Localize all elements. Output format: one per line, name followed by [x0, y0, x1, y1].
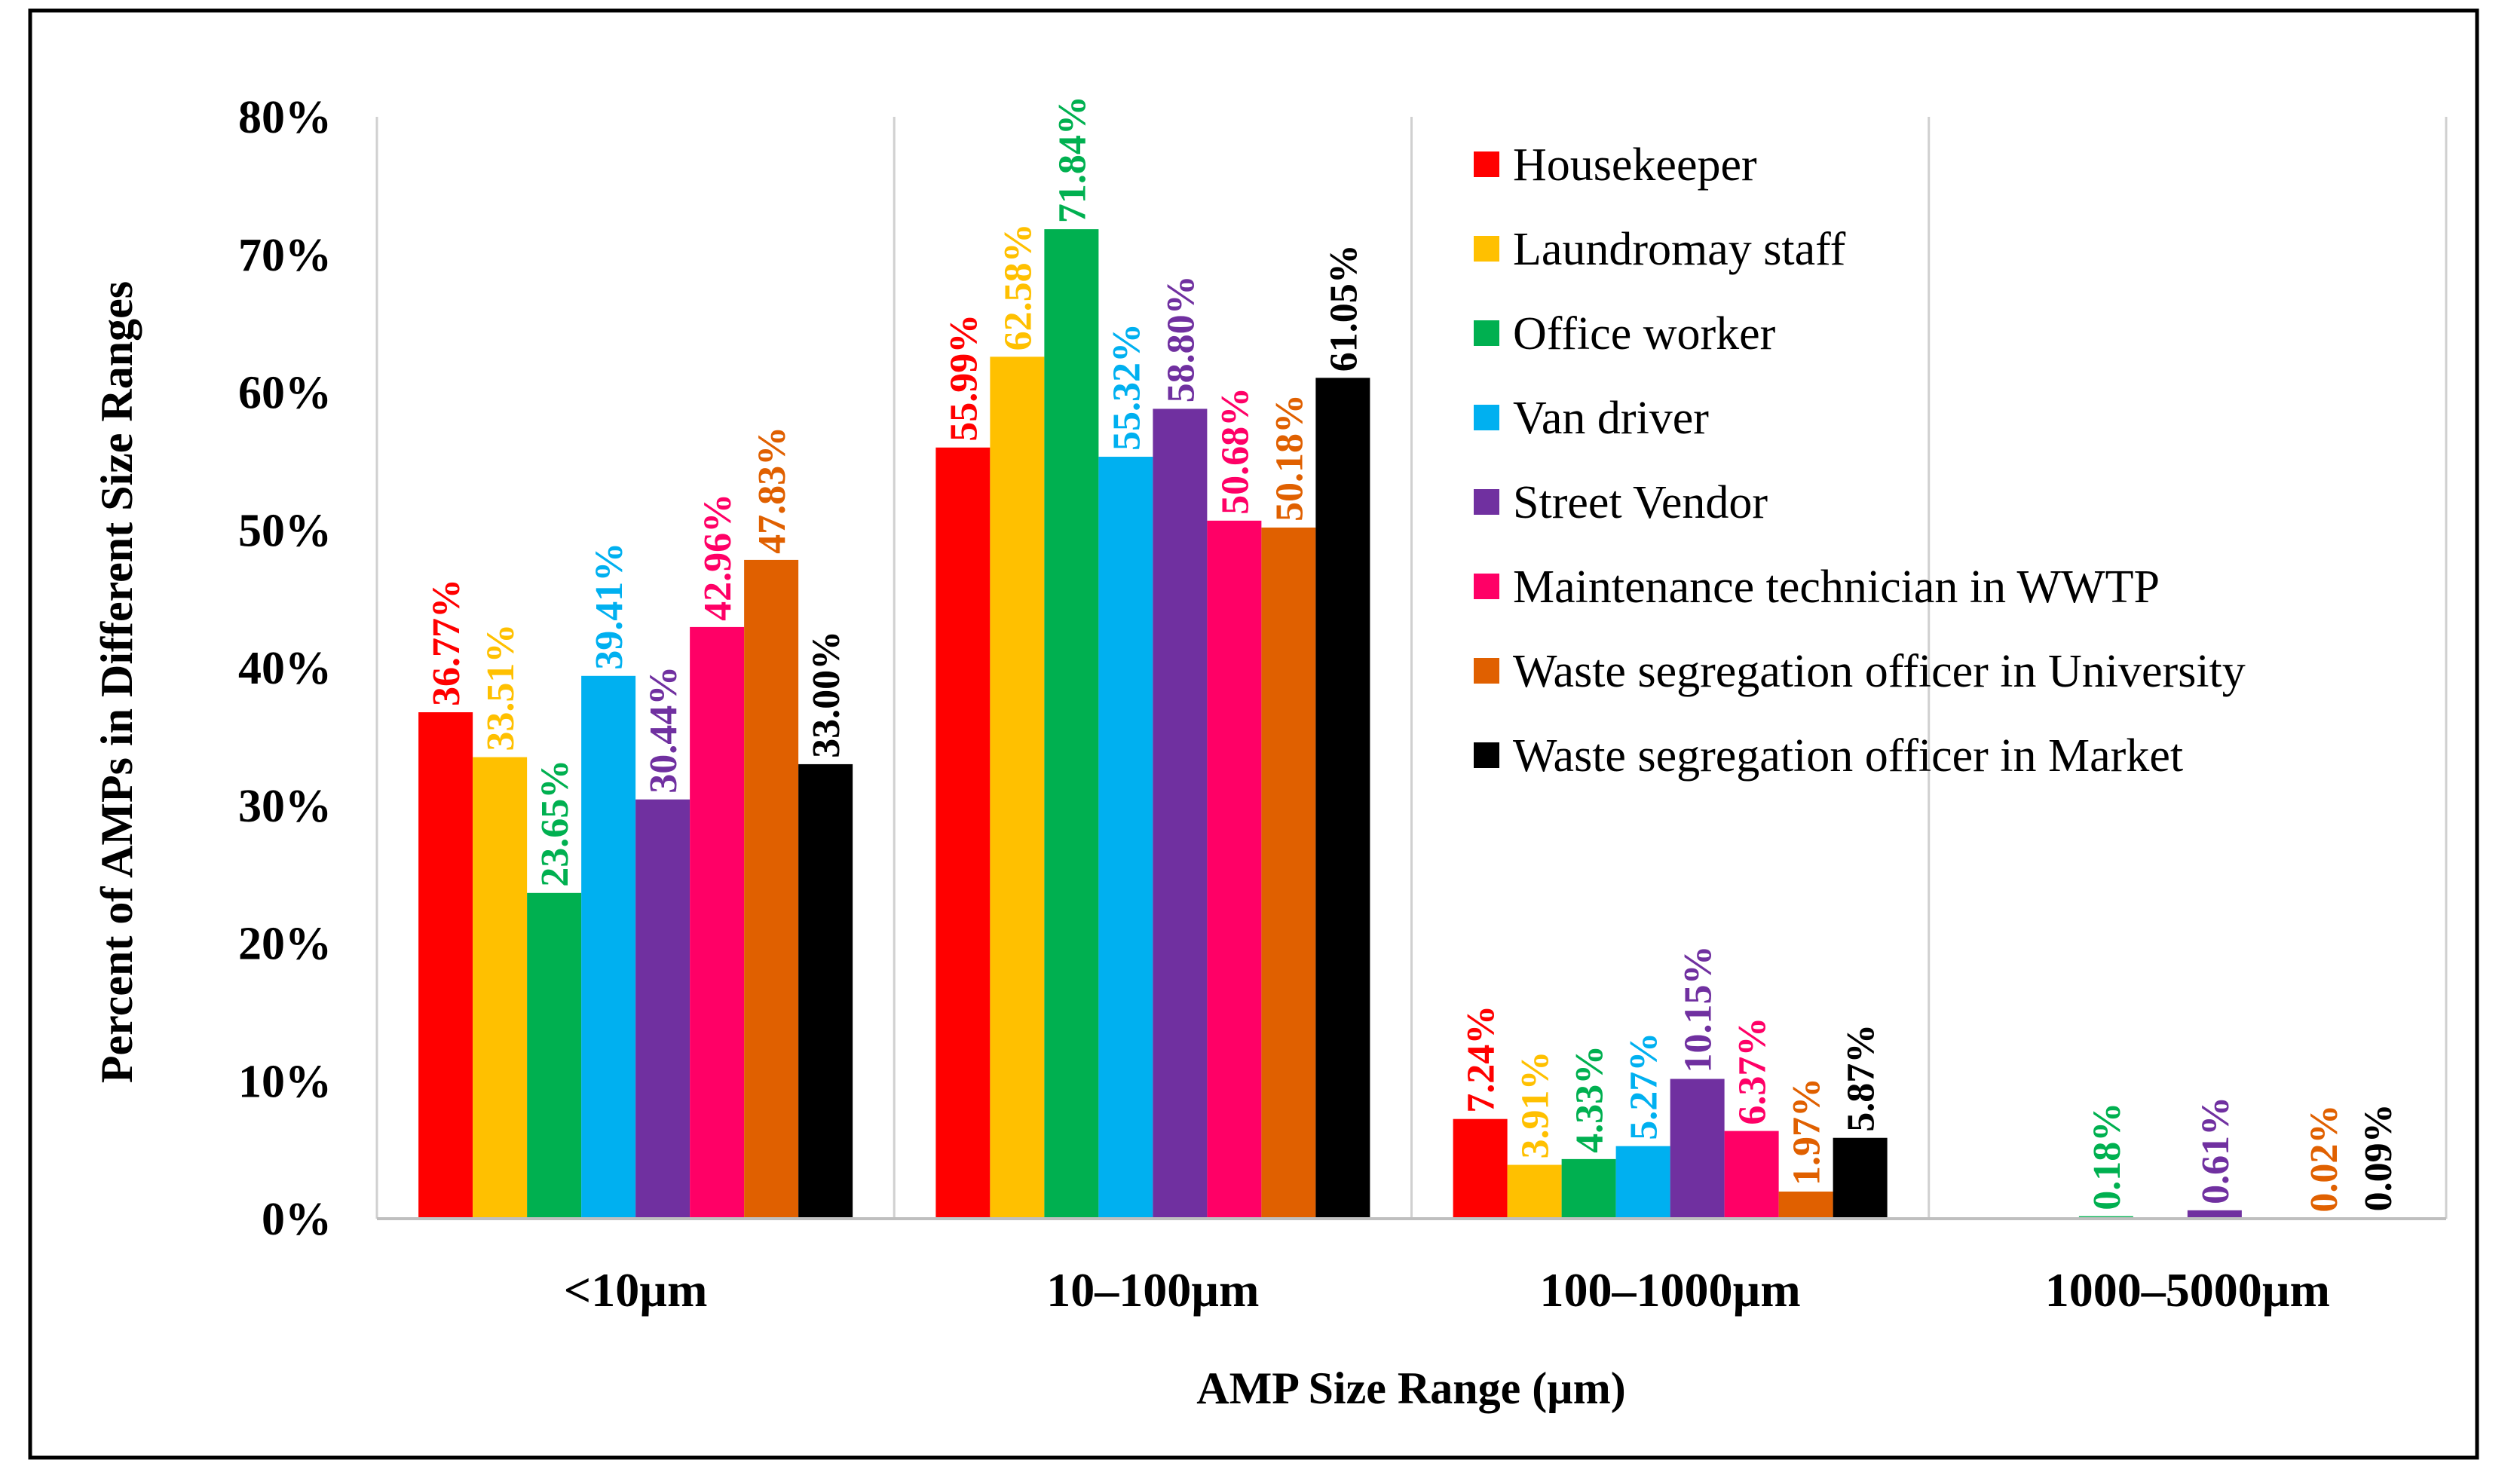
data-label: 7.24% — [1460, 1005, 1503, 1113]
bar — [1725, 1131, 1779, 1219]
bar — [1261, 528, 1315, 1219]
bar — [1153, 408, 1207, 1219]
legend-label: Street Vendor — [1513, 477, 1768, 528]
legend-swatch — [1474, 236, 1499, 262]
legend-swatch — [1474, 574, 1499, 599]
y-tick-label: 30% — [238, 781, 332, 832]
data-label: 36.77% — [425, 579, 468, 706]
y-axis-title: Percent of AMPs in Different Size Ranges — [92, 281, 142, 1083]
data-label: 0.09% — [2357, 1103, 2400, 1211]
data-label: 58.80% — [1159, 275, 1202, 402]
legend-label: Office worker — [1513, 308, 1776, 360]
bar — [473, 757, 527, 1219]
data-label: 47.83% — [751, 427, 794, 554]
y-tick-label: 80% — [238, 92, 332, 143]
data-label: 55.32% — [1105, 323, 1148, 451]
bar — [1207, 521, 1261, 1219]
data-label: 23.65% — [534, 760, 577, 887]
y-tick-label: 50% — [238, 505, 332, 556]
bar — [1044, 229, 1098, 1219]
bar — [1616, 1146, 1670, 1219]
data-label: 42.96% — [697, 494, 739, 621]
bar — [1508, 1165, 1562, 1219]
bar — [527, 893, 581, 1219]
data-label: 55.99% — [942, 314, 985, 442]
x-category-label: <10µm — [564, 1263, 708, 1317]
bar — [1833, 1138, 1888, 1219]
y-tick-label: 70% — [238, 230, 332, 281]
data-label: 0.61% — [2194, 1097, 2237, 1204]
data-label: 10.15% — [1677, 946, 1720, 1073]
bar — [635, 800, 690, 1219]
y-tick-label: 20% — [238, 919, 332, 970]
bar — [935, 448, 990, 1219]
legend-swatch — [1474, 405, 1499, 430]
bar — [990, 356, 1044, 1219]
y-tick-label: 0% — [262, 1194, 332, 1245]
bar — [581, 676, 635, 1219]
legend-label: Waste segregation officer in Market — [1513, 730, 2183, 782]
legend-label: Laundromay staff — [1513, 224, 1846, 275]
legend-swatch — [1474, 320, 1499, 346]
bar — [690, 627, 744, 1219]
bar — [1315, 378, 1370, 1219]
data-label: 5.27% — [1623, 1033, 1666, 1140]
legend-label: Van driver — [1513, 393, 1709, 444]
bar — [1670, 1079, 1725, 1219]
legend-label: Housekeeper — [1513, 139, 1757, 191]
y-tick-label: 10% — [238, 1056, 332, 1107]
x-axis-title: AMP Size Range (µm) — [1196, 1363, 1625, 1413]
bar — [1779, 1192, 1833, 1219]
bar — [1562, 1159, 1616, 1219]
bar — [744, 560, 798, 1219]
data-label: 1.97% — [1786, 1078, 1829, 1186]
legend-label: Waste segregation officer in University — [1513, 646, 2246, 697]
legend-label: Maintenance technician in WWTP — [1513, 561, 2160, 613]
y-tick-label: 40% — [238, 643, 332, 694]
data-label: 33.51% — [479, 624, 522, 751]
data-label: 30.44% — [642, 666, 685, 794]
data-label: 71.84% — [1051, 96, 1094, 223]
x-category-label: 100–1000µm — [1540, 1263, 1801, 1317]
bar — [418, 712, 473, 1219]
x-category-label: 10–100µm — [1046, 1263, 1259, 1317]
legend-swatch — [1474, 489, 1499, 515]
bar — [1098, 457, 1153, 1219]
data-label: 61.05% — [1322, 244, 1365, 372]
data-label: 4.33% — [1569, 1045, 1612, 1153]
legend-swatch — [1474, 742, 1499, 768]
bar — [798, 764, 853, 1219]
data-label: 0.18% — [2086, 1103, 2129, 1210]
data-label: 3.91% — [1514, 1051, 1557, 1159]
legend-swatch — [1474, 151, 1499, 177]
data-label: 39.41% — [588, 543, 631, 670]
bar — [1453, 1119, 1508, 1219]
y-tick-label: 60% — [238, 368, 332, 419]
x-category-label: 1000–5000µm — [2045, 1263, 2330, 1317]
data-label: 50.18% — [1268, 394, 1311, 522]
data-label: 33.00% — [805, 631, 848, 758]
legend-swatch — [1474, 658, 1499, 684]
data-label: 6.37% — [1732, 1017, 1774, 1125]
data-label: 50.68% — [1214, 387, 1257, 515]
data-label: 0.02% — [2303, 1105, 2346, 1213]
data-label: 5.87% — [1840, 1024, 1883, 1132]
data-label: 62.58% — [997, 223, 1040, 350]
